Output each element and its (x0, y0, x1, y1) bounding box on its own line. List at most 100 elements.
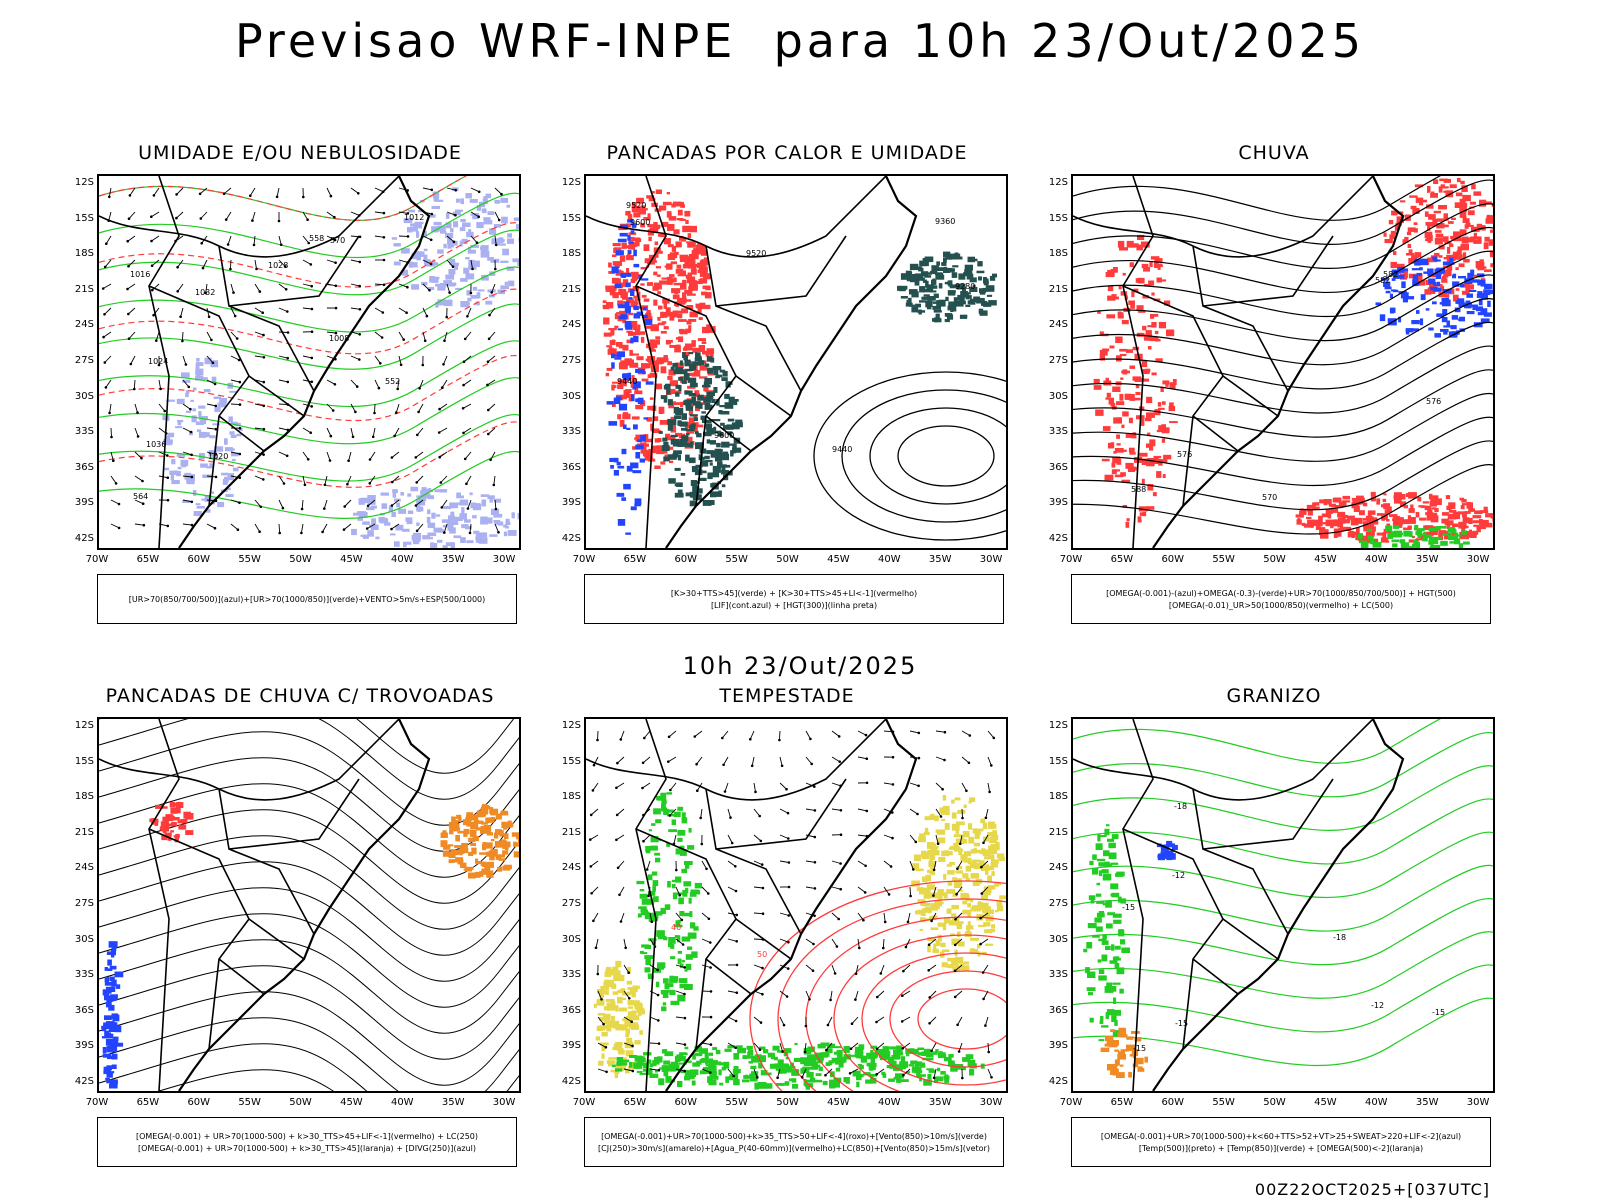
state-border (1192, 958, 1239, 995)
humidity-upper-blob (351, 486, 519, 548)
lat-tick-label: 12S (561, 177, 581, 188)
map-area: 9600 9520 9440 9360 9280 9440 9520 9600 (584, 174, 1008, 550)
contour-label: 1036 (146, 440, 166, 449)
lon-tick-label: 65W (623, 1097, 647, 1108)
lat-tick-label: 24S (1048, 319, 1068, 331)
map-area: 1016 1020 1024 1028 1032 1036 1012 1008 570 558 55… (97, 174, 521, 550)
lon-tick-label: 55W (238, 1097, 261, 1108)
contour-label: 50 (757, 950, 767, 959)
contour-label: 9600 (630, 218, 650, 227)
state-border (735, 375, 792, 417)
state-border (715, 235, 847, 307)
lon-tick-label: 70W (572, 554, 596, 565)
lat-tick-label: 21S (561, 283, 581, 295)
panel-title: CHUVA (1238, 142, 1310, 164)
state-border (1192, 415, 1239, 452)
contour-label: 1032 (195, 288, 215, 297)
contour-label: 9600 (714, 431, 734, 440)
lon-tick-label: 45W (1314, 554, 1337, 565)
lat-tick-label: 15S (561, 755, 581, 767)
wind-vectors (589, 730, 996, 1080)
lat-tick-label: 12S (74, 177, 94, 188)
map-area: 588 582 576 570 582 576 (1071, 174, 1495, 550)
state-border (1222, 918, 1279, 960)
map-area: 40 50 (584, 717, 1008, 1093)
panel-legend: [OMEGA(-0.001)+UR>70(1000-500)+k>35_TTS>… (584, 1117, 1004, 1167)
lat-tick-label: 18S (1048, 791, 1068, 803)
rain-green (1357, 524, 1470, 548)
map-svg: 1016 1020 1024 1028 1032 1036 1012 1008 570 558 55… (99, 176, 519, 548)
lon-tick-label: 70W (1059, 1097, 1083, 1108)
contour-label: 9520 (626, 201, 646, 210)
lon-tick-label: 55W (725, 554, 748, 565)
lat-tick-label: 42S (1048, 1076, 1068, 1087)
rain-red (1093, 234, 1178, 528)
contour-label: 582 (1383, 270, 1398, 279)
state-border (218, 245, 315, 392)
lat-tick-label: 30S (561, 933, 581, 945)
lat-tick-label: 12S (1048, 177, 1068, 188)
lat-tick-label: 39S (1048, 497, 1068, 509)
rain-blue (1375, 256, 1493, 338)
base-map (99, 719, 431, 1091)
contour-label: 9520 (746, 249, 766, 258)
lat-tick-label: 36S (1048, 461, 1068, 473)
lon-tick-label: 60W (1161, 554, 1185, 565)
lat-tick-label: 36S (74, 1004, 94, 1016)
contour-label: -15 (1432, 1008, 1445, 1017)
panel-title: GRANIZO (1226, 685, 1322, 707)
lat-tick-label: 36S (1048, 1004, 1068, 1016)
lat-tick-label: 21S (1048, 826, 1068, 838)
lon-tick-label: 65W (136, 554, 160, 565)
panel-title: TEMPESTADE (719, 685, 855, 707)
map-svg (99, 719, 519, 1091)
lat-tick-label: 33S (561, 969, 581, 981)
map-panel: PANCADAS POR CALOR E UMIDADE 9600 9520 9440… (547, 142, 1027, 642)
lon-tick-label: 30W (492, 554, 516, 565)
coastline (178, 719, 431, 1091)
lon-tick-label: 60W (187, 554, 211, 565)
contour-label: -15 (1133, 1044, 1146, 1053)
panel-title: UMIDADE E/OU NEBULOSIDADE (138, 142, 462, 164)
lat-tick-label: 39S (561, 497, 581, 509)
contour-label: 40 (671, 923, 681, 932)
base-map (586, 176, 918, 548)
lon-tick-label: 60W (674, 1097, 698, 1108)
lon-tick-label: 50W (289, 554, 312, 565)
lon-tick-label: 65W (1110, 1097, 1134, 1108)
contour-label: 9360 (935, 217, 955, 226)
contour-label: 9440 (617, 377, 637, 386)
lifted-index-blue (606, 219, 654, 535)
lat-tick-label: 42S (561, 533, 581, 544)
lon-tick-label: 40W (877, 1097, 901, 1108)
lat-tick-label: 42S (74, 1076, 94, 1087)
state-border (635, 719, 667, 1091)
lon-tick-label: 45W (827, 554, 850, 565)
wind-850-green (636, 792, 702, 1012)
contour-label: 564 (133, 492, 148, 501)
lat-tick-label: 15S (74, 212, 94, 224)
contour-label: -12 (1371, 1001, 1384, 1010)
lat-tick-label: 36S (74, 461, 94, 473)
hail-blue (1156, 840, 1178, 861)
contour-label: 570 (330, 236, 345, 245)
lon-tick-label: 35W (441, 1097, 465, 1108)
thickness-contours (99, 176, 519, 488)
contour-label: 576 (1177, 450, 1192, 459)
map-area (97, 717, 521, 1093)
legend-line: [LIF](cont.azul) + [HGT(300)](linha pret… (710, 600, 878, 610)
lat-tick-label: 21S (74, 826, 94, 838)
contour-label: 570 (1262, 493, 1277, 502)
lon-tick-label: 30W (1466, 554, 1490, 565)
height-contours (813, 371, 1006, 541)
lat-tick-label: 39S (74, 497, 94, 509)
lat-tick-label: 12S (74, 720, 94, 731)
state-border (218, 788, 315, 935)
temp-850-contours (1073, 719, 1493, 1067)
state-border (705, 415, 752, 452)
lat-tick-label: 30S (74, 390, 94, 402)
state-border (248, 375, 305, 417)
state-border (148, 719, 180, 1091)
contour-label: 9440 (832, 445, 852, 454)
lat-tick-label: 33S (561, 426, 581, 438)
